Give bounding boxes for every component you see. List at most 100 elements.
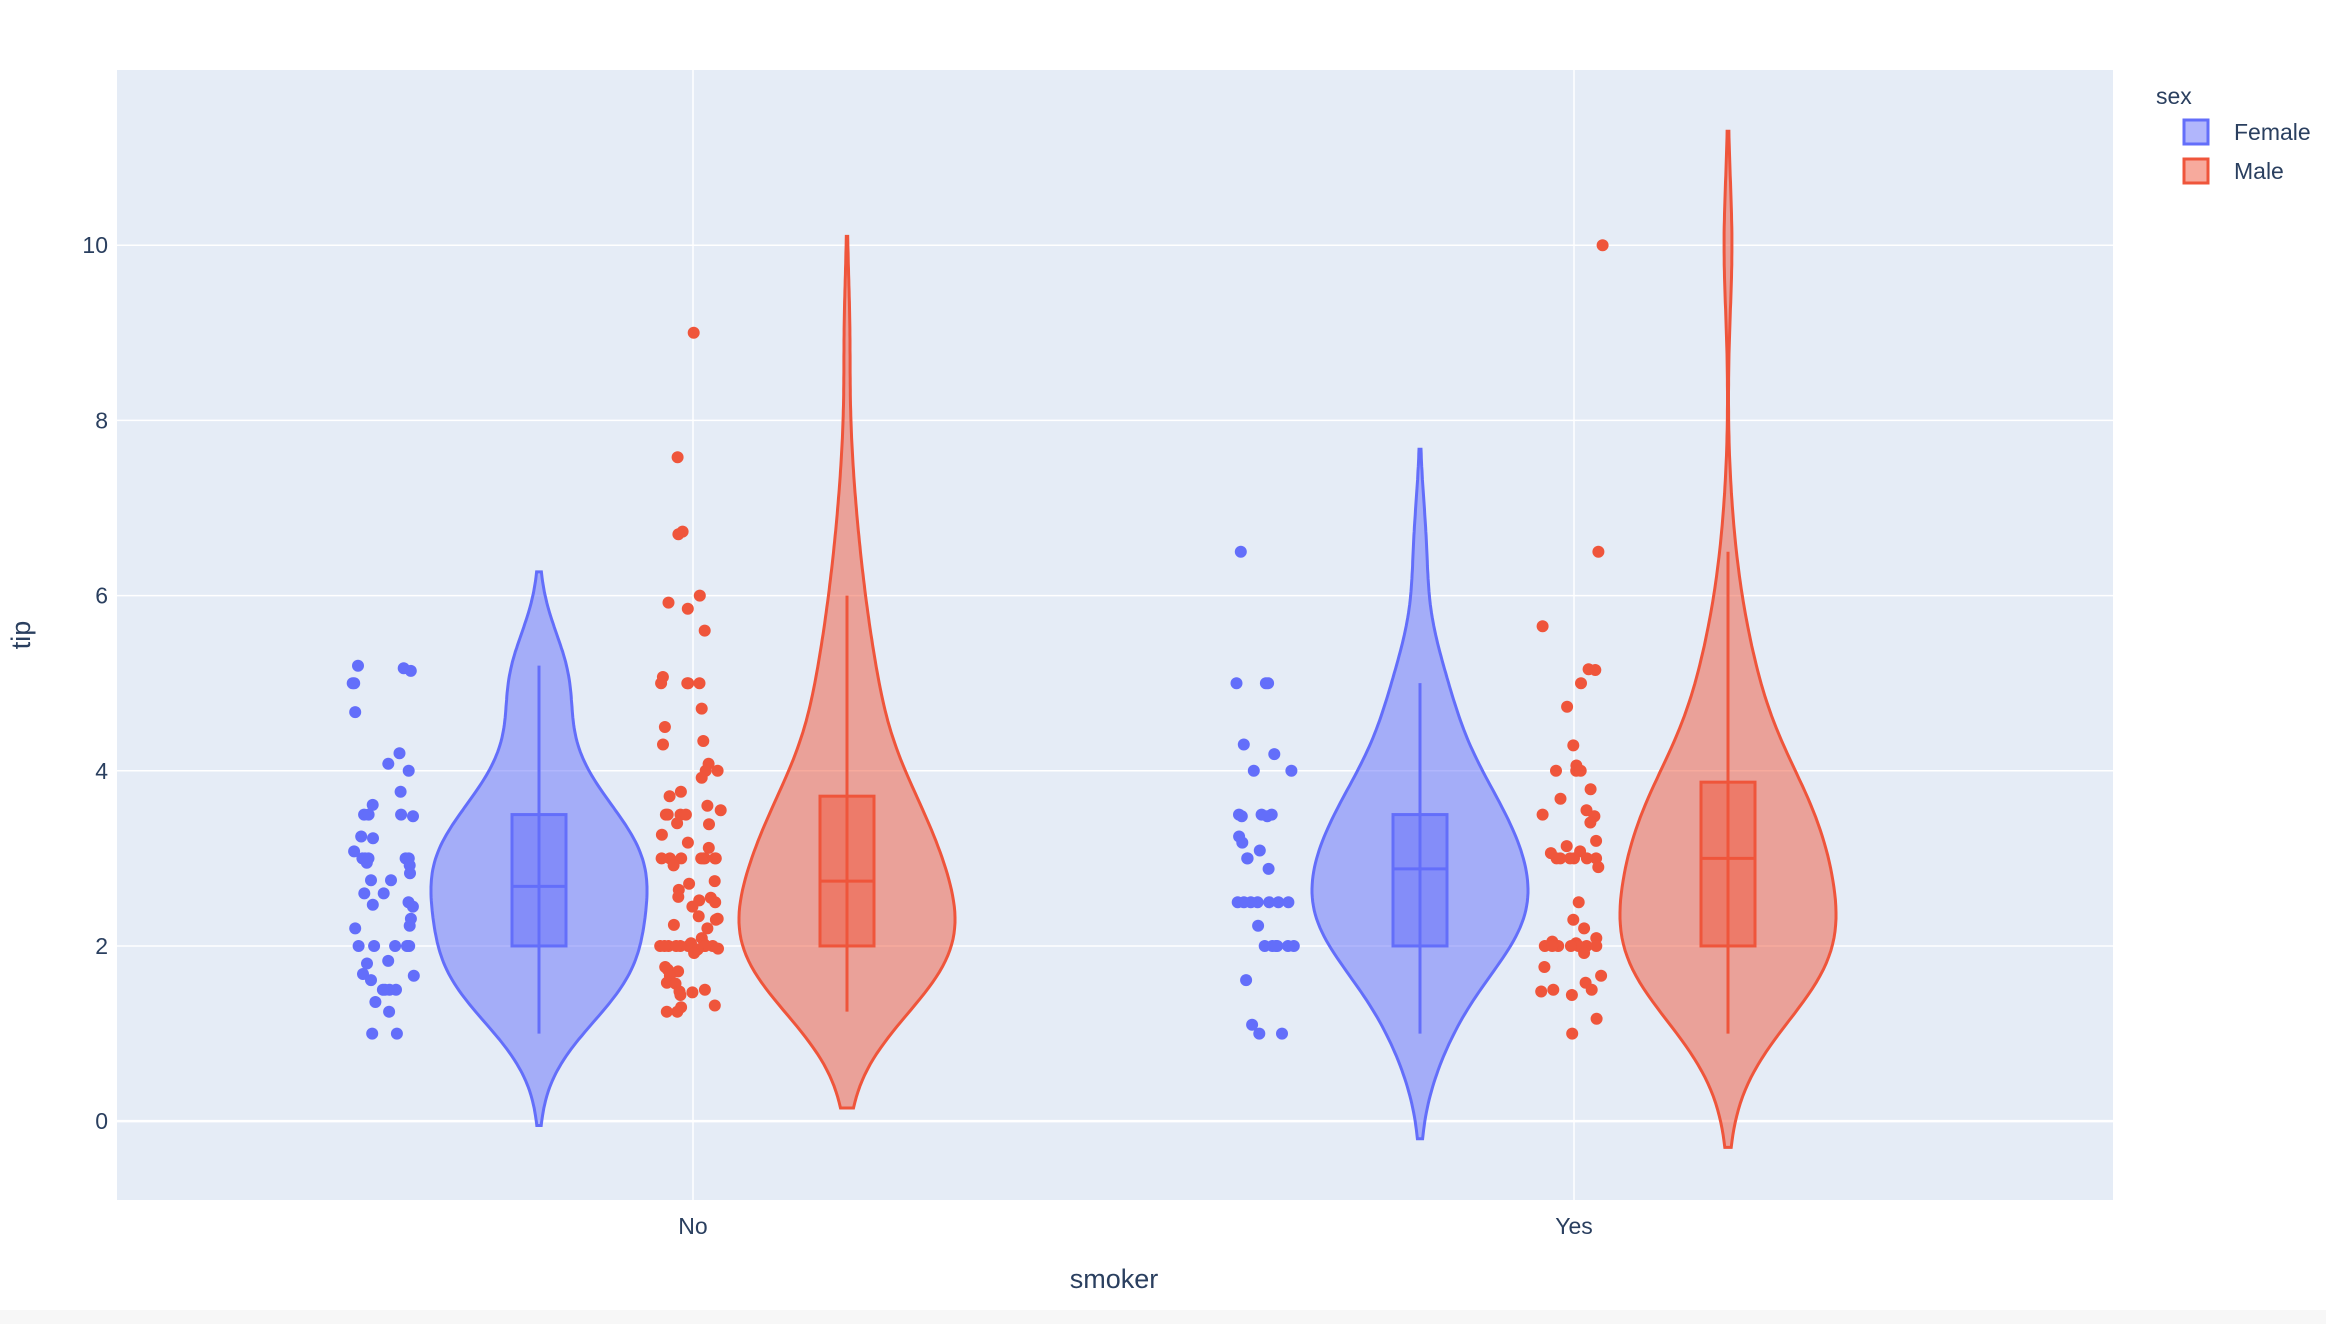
y-axis-tick-labels: 0 2 4 6 8 10 (82, 232, 108, 1134)
point-female-no (352, 940, 365, 952)
point-female-yes (1246, 1018, 1259, 1031)
bottom-band (0, 1310, 2326, 1324)
point-female-yes (1269, 940, 1282, 952)
point-male-no (683, 877, 696, 890)
point-male-no (697, 735, 710, 747)
point-male-no (712, 942, 724, 955)
point-male-no (695, 771, 708, 784)
point-male-yes (1554, 792, 1567, 805)
legend-label: Male (2234, 158, 2284, 184)
point-male-no (692, 910, 705, 923)
point-female-no (369, 996, 382, 1008)
point-male-no (658, 940, 671, 952)
point-male-no (655, 828, 668, 841)
point-female-no (393, 747, 406, 760)
point-male-no (703, 818, 715, 831)
point-male-no (709, 896, 722, 909)
point-male-yes (1564, 940, 1577, 952)
point-male-yes (1567, 739, 1580, 752)
point-male-no (681, 602, 694, 615)
point-male-no (693, 677, 706, 690)
point-female-no (382, 757, 395, 770)
box-female-yes[interactable] (1391, 813, 1449, 948)
point-female-yes (1282, 896, 1295, 909)
point-male-no (674, 785, 687, 798)
point-male-no (679, 808, 692, 821)
point-female-no (401, 940, 413, 952)
point-female-no (368, 940, 381, 952)
y-axis-title: tip (6, 621, 36, 650)
point-female-no (366, 1027, 379, 1040)
point-female-no (358, 887, 371, 900)
box-male-no[interactable] (818, 794, 876, 948)
point-male-no (695, 702, 708, 715)
point-female-yes (1253, 844, 1266, 857)
point-female-yes (1285, 764, 1298, 777)
point-female-no (385, 874, 397, 887)
point-male-no (688, 947, 701, 959)
point-female-no (390, 1027, 403, 1040)
point-male-yes (1590, 940, 1603, 952)
point-female-yes (1262, 677, 1275, 690)
box-male-yes[interactable] (1699, 780, 1757, 948)
y-tick-label: 10 (82, 232, 108, 258)
point-male-no (701, 799, 714, 812)
points-layer (346, 239, 1609, 1040)
point-male-yes (1550, 852, 1563, 865)
point-male-no (708, 875, 721, 888)
point-female-yes (1258, 940, 1271, 952)
point-male-no (660, 976, 673, 989)
point-female-yes (1272, 896, 1285, 909)
point-male-no (663, 790, 676, 803)
point-female-no (404, 664, 417, 677)
point-female-yes (1236, 836, 1249, 849)
point-male-no (686, 986, 699, 999)
point-female-yes (1247, 764, 1260, 777)
point-female-no (349, 922, 362, 935)
point-male-no (693, 589, 706, 602)
point-female-no (346, 677, 359, 690)
violin-layer (429, 129, 1838, 1149)
point-female-no (352, 659, 364, 672)
legend-item-female[interactable]: Female (2182, 118, 2311, 146)
legend-swatch (2182, 118, 2210, 146)
point-male-no (670, 940, 683, 952)
point-male-no (711, 764, 724, 777)
box-female-no[interactable] (510, 813, 568, 948)
legend[interactable]: sex Female Male (2156, 83, 2311, 185)
point-female-no (365, 874, 377, 887)
point-male-yes (1546, 940, 1559, 952)
point-female-yes (1263, 896, 1276, 909)
point-male-no (714, 804, 727, 817)
point-male-no (709, 913, 722, 926)
point-male-yes (1590, 834, 1603, 847)
point-male-yes (1547, 983, 1560, 996)
point-female-yes (1252, 919, 1265, 932)
point-male-no (672, 528, 685, 541)
y-tick-label: 0 (95, 1108, 108, 1134)
point-female-no (402, 764, 415, 777)
legend-label: Female (2234, 119, 2311, 145)
point-male-yes (1585, 983, 1598, 996)
x-tick-label: Yes (1555, 1213, 1593, 1239)
point-male-no (686, 900, 699, 913)
point-male-no (667, 859, 680, 872)
point-male-no (709, 852, 721, 865)
point-male-no (698, 624, 711, 637)
point-female-yes (1276, 1027, 1288, 1040)
point-female-no (365, 974, 377, 987)
point-male-no (658, 721, 671, 733)
y-tick-label: 6 (95, 583, 108, 609)
point-female-no (348, 845, 361, 858)
point-male-yes (1590, 1012, 1603, 1025)
point-male-yes (1574, 764, 1587, 777)
point-male-yes (1564, 852, 1577, 865)
legend-item-male[interactable]: Male (2182, 157, 2284, 185)
point-female-no (383, 1005, 396, 1018)
point-male-yes (1584, 816, 1597, 829)
point-female-no (355, 830, 368, 843)
point-male-no (667, 918, 680, 931)
point-female-no (366, 798, 379, 811)
point-female-no (394, 785, 407, 798)
legend-items[interactable]: Female Male (2182, 118, 2311, 185)
